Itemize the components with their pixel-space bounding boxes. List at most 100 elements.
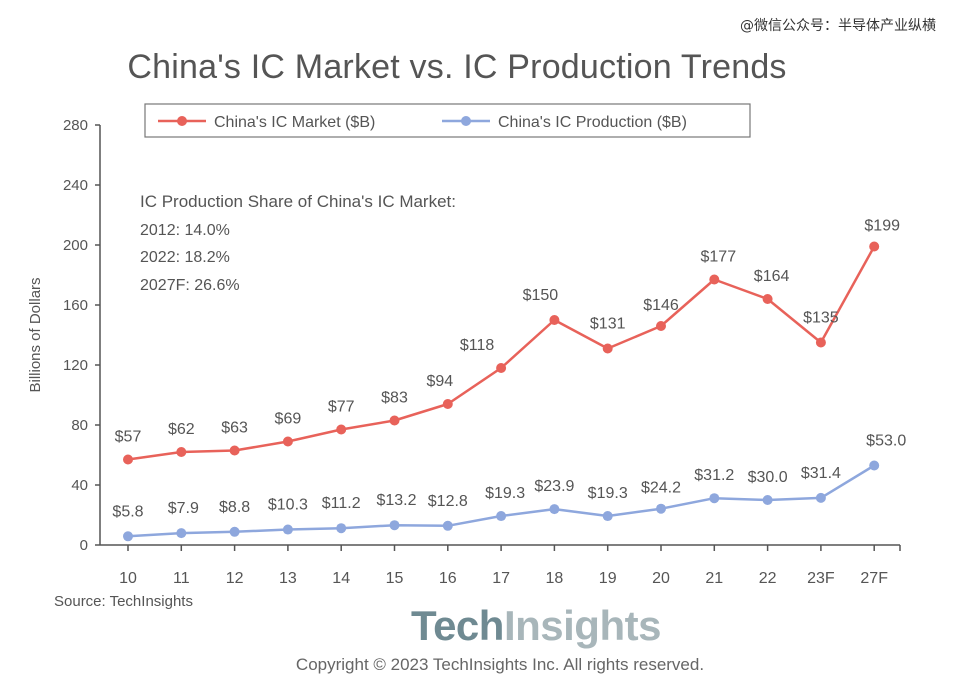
legend-marker-2 xyxy=(461,116,471,126)
data-label: $10.3 xyxy=(268,497,308,514)
data-label: $131 xyxy=(590,316,626,333)
annotation-line-1: IC Production Share of China's IC Market… xyxy=(140,192,456,211)
annotation-line-2: 2012: 14.0% xyxy=(140,222,230,239)
legend: China's IC Market ($B) China's IC Product… xyxy=(144,103,751,138)
data-label: $12.8 xyxy=(428,493,468,510)
brand-logo-part1: Tech xyxy=(411,602,504,649)
x-tick-label: 20 xyxy=(652,570,670,587)
y-tick-label: 280 xyxy=(63,117,88,134)
y-axis-label: Billions of Dollars xyxy=(27,277,44,392)
x-tick-label: 22 xyxy=(759,570,777,587)
x-tick-label: 11 xyxy=(173,570,190,587)
data-point xyxy=(602,343,613,354)
y-tick-label: 240 xyxy=(63,177,88,194)
data-point xyxy=(656,321,666,331)
data-label: $11.2 xyxy=(322,495,361,512)
data-label: $177 xyxy=(701,249,737,266)
data-label: $31.2 xyxy=(694,467,734,484)
data-point xyxy=(123,531,133,542)
data-label: $7.9 xyxy=(168,500,199,517)
data-point xyxy=(815,492,826,503)
data-point xyxy=(442,520,453,531)
share-annotation: IC Production Share of China's IC Market… xyxy=(140,192,456,294)
data-label: $94 xyxy=(426,373,453,390)
x-tick-label: 13 xyxy=(279,570,297,587)
data-point xyxy=(602,511,613,522)
x-tick-label: 14 xyxy=(332,570,350,587)
data-point xyxy=(656,503,666,514)
x-tick-label: 16 xyxy=(439,570,457,587)
legend-label-1: China's IC Market ($B) xyxy=(214,114,375,131)
data-point xyxy=(389,520,400,531)
y-tick-label: 0 xyxy=(80,537,88,554)
x-tick-label: 17 xyxy=(492,570,510,587)
data-label: $69 xyxy=(275,411,302,428)
y-tick-label: 80 xyxy=(71,417,88,434)
data-point xyxy=(709,493,720,504)
data-point xyxy=(709,274,720,285)
series-group: $57 $62 $63 $69 $77 $83 $94 $118 $150 $131 $146 $17… xyxy=(112,218,906,542)
data-label: $164 xyxy=(754,268,790,285)
data-point xyxy=(282,436,293,447)
data-label: $19.3 xyxy=(588,485,628,502)
annotation-line-3: 2022: 18.2% xyxy=(140,249,230,266)
data-label: $30.0 xyxy=(748,469,788,486)
data-label: $146 xyxy=(643,297,679,314)
data-point xyxy=(336,424,347,435)
data-point xyxy=(442,399,453,409)
data-label: $77 xyxy=(328,399,355,416)
brand-logo-part2: Insights xyxy=(503,602,662,649)
annotation-line-4: 2027F: 26.6% xyxy=(140,277,240,294)
watermark-text: @微信公众号：半导体产业纵横 xyxy=(740,18,936,34)
y-tick-label: 40 xyxy=(71,477,88,494)
data-label: $118 xyxy=(460,337,495,354)
data-label: $53.0 xyxy=(866,433,906,450)
data-point xyxy=(815,337,826,348)
data-point xyxy=(762,294,773,304)
data-label: $83 xyxy=(381,390,408,407)
data-point xyxy=(549,315,560,325)
y-tick-label: 160 xyxy=(63,297,88,314)
data-point xyxy=(176,528,187,539)
data-label: $19.3 xyxy=(485,485,525,502)
x-tick-label: 23F xyxy=(807,570,835,587)
data-label: $62 xyxy=(168,421,195,438)
data-point xyxy=(176,447,187,457)
data-label: $13.2 xyxy=(376,492,416,509)
copyright-text: Copyright © 2023 TechInsights Inc. All r… xyxy=(295,655,705,674)
data-point xyxy=(123,454,133,465)
data-point xyxy=(496,511,507,522)
y-tick-label: 200 xyxy=(63,237,88,254)
x-tick-label: 27F xyxy=(860,570,888,587)
legend-label-2: China's IC Production ($B) xyxy=(498,114,687,131)
data-label: $135 xyxy=(803,310,839,327)
data-label: $57 xyxy=(115,429,142,446)
x-tick-label: 21 xyxy=(705,570,723,587)
brand-logo: TechInsights xyxy=(0,602,958,650)
data-point xyxy=(869,241,880,252)
data-label: $63 xyxy=(221,420,248,437)
x-tick-label: 12 xyxy=(226,570,244,587)
data-label: $5.8 xyxy=(112,503,143,520)
x-tick-label: 10 xyxy=(119,570,137,587)
data-point xyxy=(762,495,773,505)
data-point xyxy=(389,415,400,426)
data-point xyxy=(869,460,880,471)
y-tick-label: 120 xyxy=(63,357,88,374)
source-note: Source: TechInsights xyxy=(54,593,193,610)
data-point xyxy=(496,363,507,373)
data-label: $8.8 xyxy=(219,499,250,516)
data-point xyxy=(229,526,240,537)
data-label: $31.4 xyxy=(801,465,841,482)
data-label: $199 xyxy=(864,218,900,235)
chart-title: China's IC Market vs. IC Production Tren… xyxy=(127,48,787,86)
axes: 0 40 80 120 160 200 240 280 Billions of Dollars 1… xyxy=(27,117,901,587)
data-label: $150 xyxy=(523,287,559,304)
data-label: $24.2 xyxy=(641,480,681,497)
x-tick-label: 15 xyxy=(386,570,404,587)
legend-marker-1 xyxy=(177,116,187,126)
data-point xyxy=(282,524,293,535)
data-point xyxy=(549,504,560,515)
x-tick-label: 19 xyxy=(599,570,617,587)
